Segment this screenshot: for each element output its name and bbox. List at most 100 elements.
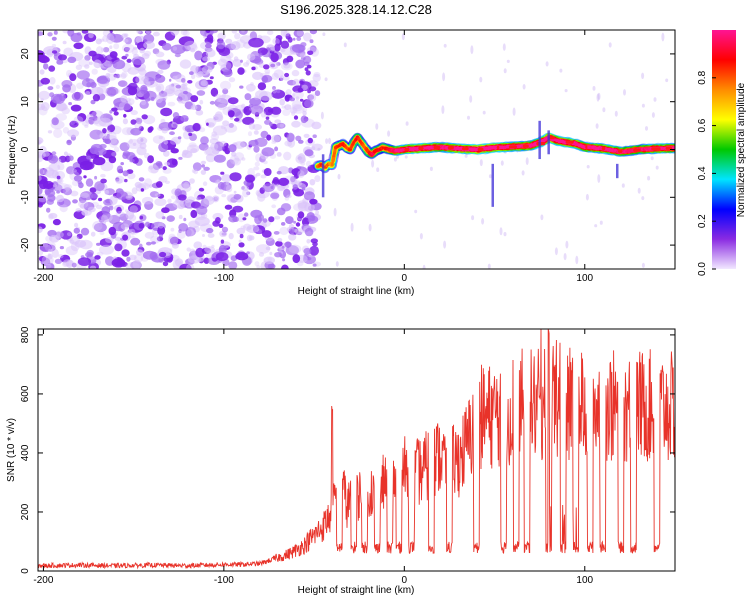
noise-speckle [314, 90, 321, 97]
noise-speckle [136, 136, 148, 145]
noise-speckle [200, 169, 207, 175]
noise-speckle [304, 99, 314, 108]
noise-speckle [122, 170, 129, 177]
noise-speckle [44, 244, 56, 252]
noise-speckle [129, 214, 137, 222]
noise-speckle [293, 115, 299, 120]
noise-speckle [278, 177, 290, 186]
noise-speckle [140, 188, 145, 192]
noise-speckle [419, 233, 423, 240]
noise-speckle [88, 32, 94, 39]
noise-speckle [69, 235, 80, 245]
noise-speckle [292, 93, 296, 97]
noise-speckle [109, 45, 113, 49]
noise-speckle [503, 232, 507, 237]
noise-speckle [169, 131, 175, 136]
noise-speckle [297, 170, 305, 178]
noise-speckle [136, 249, 144, 256]
noise-speckle [441, 105, 445, 114]
noise-speckle [143, 33, 155, 44]
noise-speckle [221, 226, 229, 233]
noise-speckle [52, 218, 61, 226]
noise-speckle [63, 187, 72, 196]
noise-speckle [267, 30, 274, 36]
noise-speckle [71, 91, 84, 101]
noise-speckle [132, 76, 140, 84]
noise-speckle [404, 155, 408, 159]
x-tick-label: 0 [402, 575, 408, 586]
noise-speckle [265, 71, 270, 76]
noise-speckle [225, 60, 233, 70]
noise-speckle [286, 55, 294, 63]
noise-speckle [191, 73, 196, 80]
noise-speckle [73, 167, 82, 176]
noise-speckle [81, 78, 95, 88]
noise-speckle [212, 149, 220, 155]
noise-speckle [233, 56, 239, 62]
noise-speckle [289, 97, 296, 102]
x-tick-label: -100 [214, 575, 234, 586]
noise-speckle [160, 107, 173, 117]
noise-speckle [217, 32, 226, 40]
noise-speckle [221, 194, 227, 198]
spectrogram-content [38, 30, 675, 269]
ridge-peak [548, 136, 555, 140]
noise-speckle [109, 33, 124, 43]
noise-speckle [260, 111, 267, 118]
ridge-peak [462, 147, 469, 151]
noise-speckle [129, 205, 138, 213]
noise-speckle [159, 233, 163, 238]
noise-speckle [300, 161, 306, 166]
noise-speckle [128, 228, 136, 235]
spectrogram-faint-noise [317, 32, 669, 269]
noise-speckle [188, 132, 193, 137]
noise-speckle [258, 252, 265, 257]
noise-speckle [289, 107, 298, 114]
noise-speckle [193, 241, 203, 249]
noise-speckle [158, 91, 168, 97]
noise-speckle [241, 157, 246, 161]
noise-speckle [93, 59, 102, 69]
noise-speckle [148, 126, 154, 132]
noise-speckle [142, 250, 157, 260]
noise-speckle [125, 53, 129, 57]
noise-speckle [225, 185, 233, 193]
noise-speckle [126, 58, 132, 63]
noise-speckle [45, 169, 59, 179]
noise-speckle [103, 47, 110, 53]
noise-speckle [80, 227, 90, 236]
noise-speckle [170, 227, 175, 232]
noise-speckle [512, 107, 516, 116]
y-tick-label: 0 [20, 568, 31, 574]
noise-speckle [210, 143, 219, 151]
noise-speckle [312, 263, 317, 267]
noise-speckle [299, 98, 304, 102]
noise-speckle [92, 94, 100, 102]
noise-speckle [99, 133, 107, 140]
noise-speckle [209, 100, 215, 105]
noise-speckle [162, 261, 169, 267]
noise-speckle [217, 58, 228, 67]
noise-speckle [84, 64, 90, 69]
noise-speckle [305, 70, 311, 76]
noise-speckle [156, 236, 164, 242]
noise-speckle [38, 195, 47, 206]
noise-speckle [219, 140, 227, 147]
noise-speckle [482, 110, 486, 115]
noise-speckle [72, 199, 78, 204]
noise-speckle [309, 179, 316, 186]
noise-speckle [314, 175, 321, 183]
noise-speckle [66, 166, 76, 175]
noise-speckle [85, 252, 94, 258]
noise-speckle [312, 73, 321, 82]
noise-speckle [73, 175, 83, 182]
noise-speckle [176, 96, 183, 102]
noise-speckle [205, 43, 212, 49]
y-tick-label: 20 [20, 48, 31, 60]
noise-speckle [240, 59, 243, 63]
noise-speckle [170, 139, 178, 145]
noise-speckle [214, 111, 223, 121]
noise-speckle [307, 94, 315, 100]
noise-speckle [265, 246, 271, 251]
noise-speckle [255, 172, 261, 177]
